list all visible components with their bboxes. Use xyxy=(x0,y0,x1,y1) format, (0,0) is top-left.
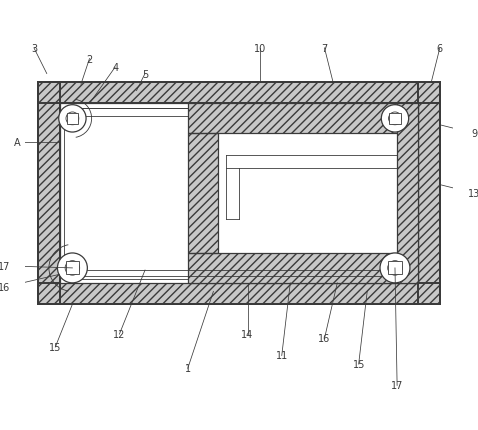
Circle shape xyxy=(381,105,409,133)
Text: 16: 16 xyxy=(0,283,10,292)
Text: A: A xyxy=(13,138,20,147)
Bar xyxy=(188,104,397,134)
Text: 2: 2 xyxy=(87,55,93,64)
Text: 17: 17 xyxy=(391,381,403,390)
Bar xyxy=(188,253,397,283)
Bar xyxy=(188,104,397,134)
Text: 12: 12 xyxy=(113,329,126,339)
Bar xyxy=(38,283,440,304)
Bar xyxy=(389,114,401,125)
Circle shape xyxy=(57,253,87,283)
Text: 15: 15 xyxy=(352,359,365,369)
Bar xyxy=(38,83,440,304)
Bar xyxy=(38,83,440,104)
Text: 14: 14 xyxy=(241,329,254,339)
Text: 11: 11 xyxy=(276,351,288,361)
Circle shape xyxy=(388,261,402,276)
Text: 6: 6 xyxy=(437,44,443,54)
Circle shape xyxy=(66,113,79,126)
Circle shape xyxy=(65,261,80,276)
Bar xyxy=(64,108,414,279)
Text: 17: 17 xyxy=(0,261,10,271)
Bar xyxy=(389,262,402,275)
Text: 3: 3 xyxy=(31,44,37,54)
Bar xyxy=(38,83,440,104)
Bar xyxy=(188,134,217,253)
Bar xyxy=(418,83,440,304)
Bar xyxy=(397,104,418,283)
Circle shape xyxy=(59,105,86,133)
Text: 15: 15 xyxy=(49,342,62,352)
Text: 10: 10 xyxy=(254,44,267,54)
Bar xyxy=(38,283,440,304)
Circle shape xyxy=(380,253,410,283)
Bar xyxy=(60,104,418,283)
Text: 1: 1 xyxy=(185,363,191,373)
Bar xyxy=(188,134,217,253)
Bar xyxy=(38,83,60,304)
Bar xyxy=(66,262,79,275)
Text: 7: 7 xyxy=(321,44,327,54)
Bar xyxy=(418,83,440,304)
Text: 16: 16 xyxy=(318,334,331,344)
Circle shape xyxy=(389,113,402,126)
Text: 5: 5 xyxy=(142,69,148,79)
Text: 9: 9 xyxy=(471,129,477,139)
Bar xyxy=(38,83,60,304)
Bar xyxy=(217,134,397,253)
Bar xyxy=(397,104,418,283)
Bar xyxy=(66,114,78,125)
Text: 13: 13 xyxy=(468,189,478,199)
Bar xyxy=(188,253,397,283)
Text: 4: 4 xyxy=(112,63,118,73)
